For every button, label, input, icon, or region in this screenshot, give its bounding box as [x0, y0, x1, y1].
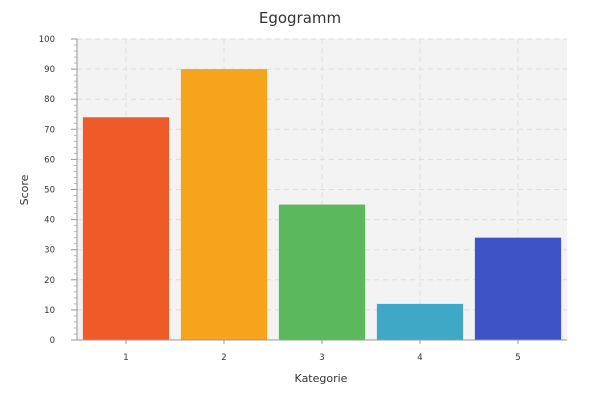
y-tick-label: 50: [44, 186, 55, 196]
bar: [180, 69, 268, 340]
y-axis-label: Score: [18, 174, 31, 205]
x-tick-label: 1: [123, 353, 128, 363]
tick-labels: 0 10 20 30 40 50 60 70 80 90 100 1 2 3 4 5: [39, 35, 521, 363]
y-tick-label: 80: [44, 95, 55, 105]
bar: [474, 237, 562, 340]
plot-area: 0 10 20 30 40 50 60 70 80 90 100 1 2 3 4 5: [39, 35, 567, 363]
bar: [376, 303, 464, 340]
bar: [278, 204, 366, 340]
x-tick-label: 2: [221, 353, 226, 363]
bars: [82, 69, 562, 340]
axes: [71, 38, 567, 344]
y-tick-label: 30: [44, 246, 55, 256]
x-tick-label: 3: [319, 353, 324, 363]
x-axis-label: Kategorie: [295, 372, 348, 385]
y-tick-label: 100: [39, 35, 55, 45]
bar: [82, 117, 170, 340]
chart-title: Egogramm: [259, 9, 341, 27]
x-tick-label: 5: [515, 353, 520, 363]
y-tick-label: 90: [44, 65, 55, 75]
y-tick-label: 60: [44, 155, 55, 165]
y-tick-label: 40: [44, 216, 55, 226]
x-tick-label: 4: [417, 353, 422, 363]
y-tick-label: 20: [44, 276, 55, 286]
y-tick-label: 70: [44, 125, 55, 135]
y-tick-label: 10: [44, 306, 55, 316]
y-tick-label: 0: [50, 336, 55, 346]
